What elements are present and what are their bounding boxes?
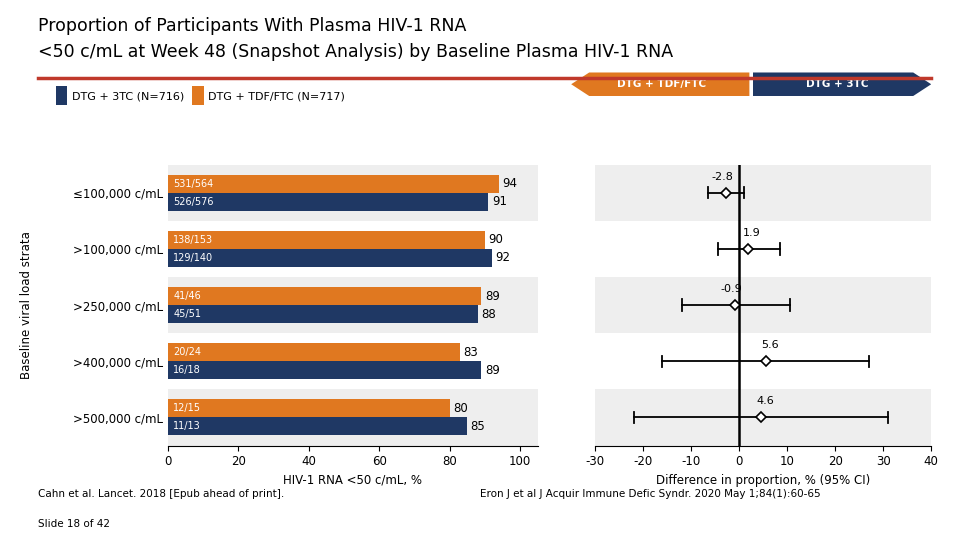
Text: Baseline viral load strata: Baseline viral load strata: [20, 231, 34, 379]
Text: 45/51: 45/51: [173, 309, 202, 319]
Text: DTG + 3TC: DTG + 3TC: [806, 79, 869, 89]
Text: DTG + TDF/FTC: DTG + TDF/FTC: [616, 79, 706, 89]
Text: Proportion of Participants With Plasma HIV-1 RNA: Proportion of Participants With Plasma H…: [38, 17, 467, 35]
Text: 92: 92: [495, 252, 511, 265]
Text: 16/18: 16/18: [173, 365, 201, 375]
Bar: [168, 231, 485, 249]
Bar: [595, 165, 931, 221]
Bar: [168, 333, 538, 389]
Text: 80: 80: [453, 402, 468, 415]
Text: 20/24: 20/24: [173, 347, 202, 357]
Text: Cahn et al. Lancet. 2018 [Epub ahead of print].: Cahn et al. Lancet. 2018 [Epub ahead of …: [38, 489, 285, 499]
Bar: [168, 165, 538, 221]
Bar: [168, 361, 481, 379]
X-axis label: HIV-1 RNA <50 c/mL, %: HIV-1 RNA <50 c/mL, %: [283, 474, 422, 487]
Polygon shape: [753, 72, 931, 96]
Text: 12/15: 12/15: [173, 403, 202, 414]
Text: DTG + 3TC (N=716): DTG + 3TC (N=716): [72, 91, 184, 101]
Bar: [595, 389, 931, 445]
Bar: [595, 333, 931, 389]
Polygon shape: [571, 72, 750, 96]
Text: 94: 94: [502, 177, 517, 190]
Text: 89: 89: [485, 289, 499, 302]
Text: DTG + TDF/FTC (N=717): DTG + TDF/FTC (N=717): [208, 91, 346, 101]
Bar: [168, 417, 468, 435]
Text: 85: 85: [470, 420, 486, 433]
Text: 90: 90: [489, 233, 503, 246]
Text: 88: 88: [481, 308, 496, 321]
Text: 4.6: 4.6: [756, 396, 774, 406]
Bar: [595, 221, 931, 277]
Text: 91: 91: [492, 195, 507, 208]
Text: 531/564: 531/564: [173, 179, 213, 189]
Text: Eron J et al J Acquir Immune Defic Syndr. 2020 May 1;84(1):60-65: Eron J et al J Acquir Immune Defic Syndr…: [480, 489, 821, 499]
Bar: [168, 287, 481, 305]
Text: 89: 89: [485, 364, 499, 377]
Text: Slide 18 of 42: Slide 18 of 42: [38, 519, 110, 530]
Text: 11/13: 11/13: [173, 421, 201, 431]
Bar: [168, 221, 538, 277]
Bar: [168, 305, 478, 323]
Bar: [168, 277, 538, 333]
Text: 83: 83: [464, 346, 478, 359]
Bar: [168, 389, 538, 445]
X-axis label: Difference in proportion, % (95% CI): Difference in proportion, % (95% CI): [656, 474, 871, 487]
Text: 1.9: 1.9: [743, 228, 761, 238]
Bar: [595, 277, 931, 333]
Bar: [168, 193, 489, 211]
Text: 526/576: 526/576: [173, 197, 214, 207]
Text: 41/46: 41/46: [173, 291, 201, 301]
Text: <50 c/mL at Week 48 (Snapshot Analysis) by Baseline Plasma HIV-1 RNA: <50 c/mL at Week 48 (Snapshot Analysis) …: [38, 43, 674, 61]
Text: -2.8: -2.8: [711, 172, 732, 181]
Text: 5.6: 5.6: [761, 340, 779, 350]
Text: -0.9: -0.9: [720, 284, 742, 294]
Bar: [168, 249, 492, 267]
Bar: [168, 175, 499, 193]
Bar: [168, 400, 449, 417]
Text: 138/153: 138/153: [173, 235, 213, 245]
Bar: [168, 343, 460, 361]
Text: 129/140: 129/140: [173, 253, 213, 263]
